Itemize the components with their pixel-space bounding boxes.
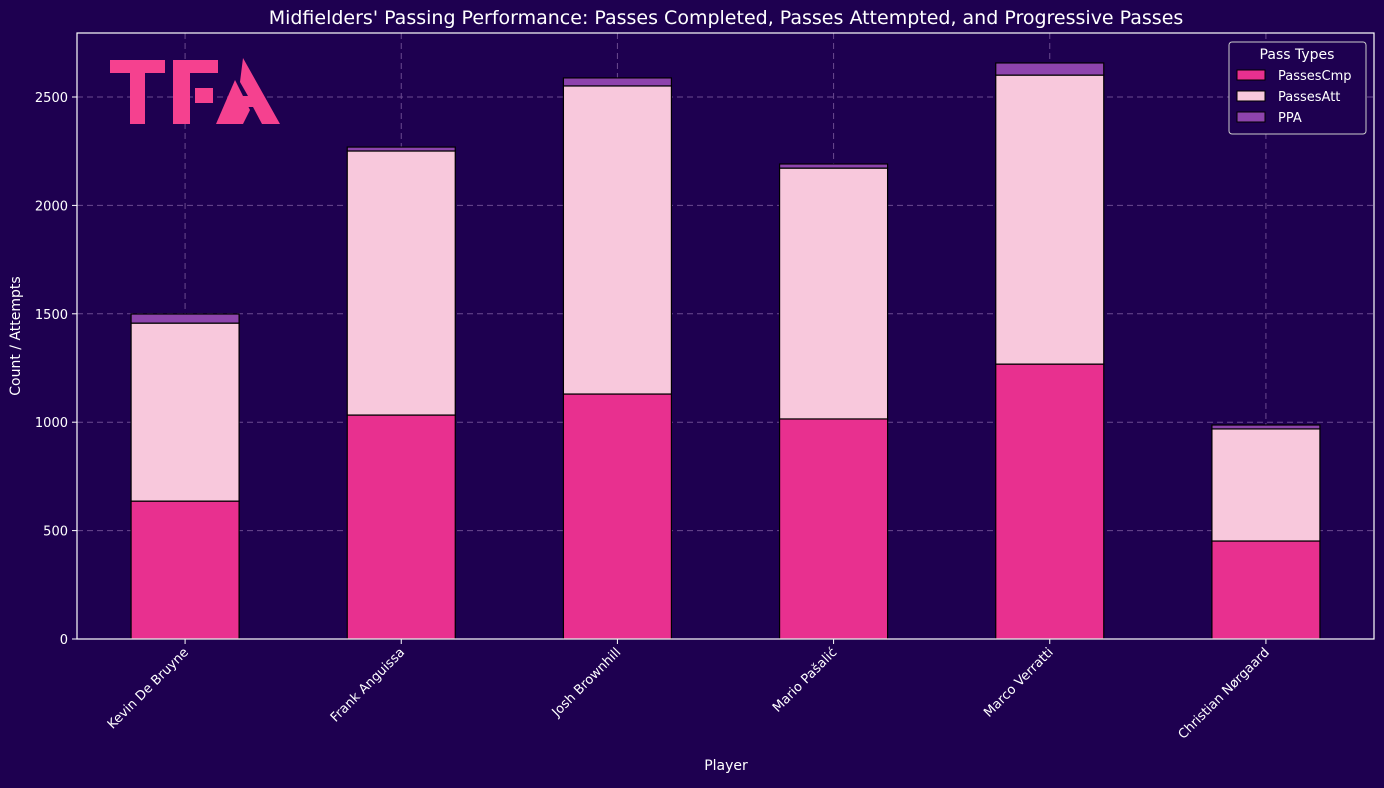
bar-ppa bbox=[995, 62, 1105, 76]
bar-passesatt bbox=[346, 150, 456, 416]
legend-label: PassesAtt bbox=[1278, 90, 1340, 105]
x-tick-label: Frank Anguissa bbox=[328, 645, 408, 725]
bar-passesatt bbox=[562, 85, 673, 395]
bar-passesatt bbox=[995, 74, 1105, 365]
y-tick-label: 500 bbox=[43, 525, 68, 540]
bar-passescmp bbox=[346, 414, 456, 640]
legend-title: Pass Types bbox=[1260, 47, 1335, 63]
y-tick-label: 1000 bbox=[35, 416, 68, 431]
bar-passescmp bbox=[1211, 540, 1321, 640]
bar-passesatt bbox=[1211, 428, 1321, 542]
y-tick-label: 0 bbox=[60, 633, 68, 648]
x-tick-label: Kevin De Bruyne bbox=[105, 645, 192, 732]
bar-passesatt bbox=[778, 167, 889, 420]
y-axis-ticks: 0 500 1000 1500 2000 2500 bbox=[35, 91, 77, 648]
legend-label: PassesCmp bbox=[1278, 69, 1352, 84]
plot-frame bbox=[76, 32, 1375, 640]
x-tick-label: Josh Brownhill bbox=[549, 645, 625, 721]
bar-ppa bbox=[562, 77, 673, 87]
legend-swatch-passesatt bbox=[1236, 90, 1266, 102]
bar-passescmp bbox=[130, 500, 240, 640]
x-axis-ticks: Kevin De Bruyne Frank Anguissa Josh Brownh… bbox=[105, 639, 1273, 742]
chart-title: Midfielders' Passing Performance: Passes… bbox=[269, 7, 1184, 29]
y-axis-label: Count / Attempts bbox=[8, 276, 24, 395]
y-tick-label: 2000 bbox=[35, 199, 68, 214]
tfa-logo bbox=[110, 58, 280, 124]
bar-passescmp bbox=[995, 363, 1105, 640]
x-axis-label: Player bbox=[704, 758, 748, 774]
bar-ppa bbox=[1211, 424, 1321, 430]
bar-ppa bbox=[778, 163, 889, 169]
bar-passescmp bbox=[562, 393, 673, 640]
bar-ppa bbox=[346, 146, 456, 152]
bars bbox=[130, 62, 1321, 640]
legend-label: PPA bbox=[1278, 111, 1302, 126]
bar-ppa bbox=[130, 313, 240, 324]
legend-swatch-ppa bbox=[1236, 111, 1266, 123]
x-tick-label: Christian Nørgaard bbox=[1176, 645, 1273, 742]
legend: Pass Types PassesCmp PassesAtt PPA bbox=[1228, 41, 1367, 135]
x-tick-label: Marco Verratti bbox=[981, 645, 1056, 720]
y-tick-label: 2500 bbox=[35, 91, 68, 106]
bar-passesatt bbox=[130, 322, 240, 502]
legend-swatch-passescmp bbox=[1236, 69, 1266, 81]
x-tick-label: Mario Pašalić bbox=[770, 645, 840, 715]
bar-passescmp bbox=[778, 418, 889, 640]
y-tick-label: 1500 bbox=[35, 308, 68, 323]
